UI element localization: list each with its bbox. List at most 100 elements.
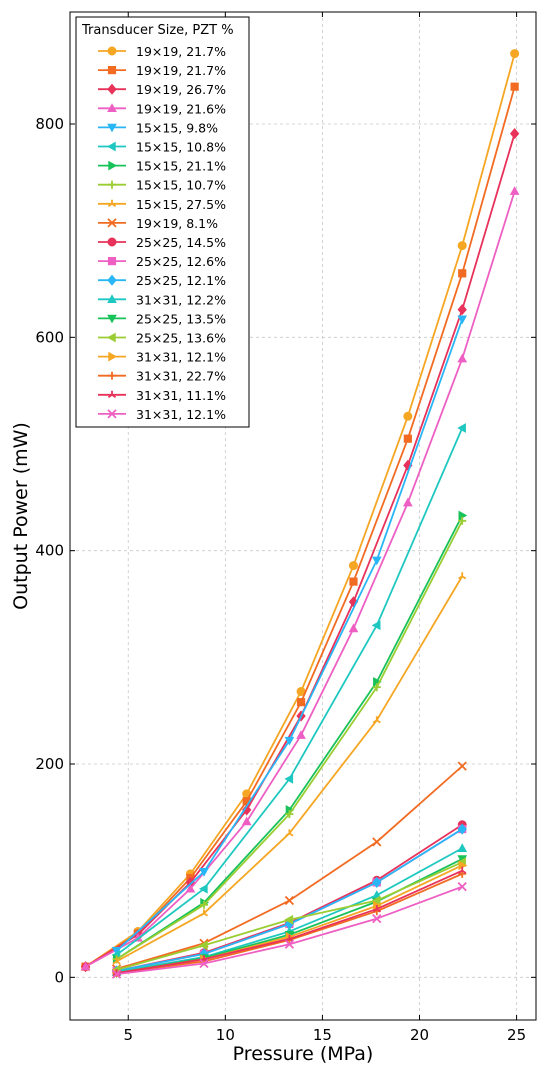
y-tick-label: 800: [35, 115, 64, 133]
x-tick-label: 10: [216, 1026, 235, 1044]
y-tick-label: 400: [35, 542, 64, 560]
data-point: [457, 843, 468, 852]
legend-label: 19×19, 26.7%: [136, 82, 226, 97]
legend-swatch-marker: [107, 409, 117, 419]
legend-swatch-marker: [107, 257, 117, 266]
legend-item: 31×31, 11.1%: [98, 388, 226, 403]
series-9: [112, 572, 467, 965]
data-point: [348, 623, 359, 633]
legend-item: 19×19, 26.7%: [98, 82, 226, 97]
data-point: [80, 961, 91, 971]
data-point: [457, 823, 467, 835]
data-point: [509, 128, 520, 140]
data-point: [111, 969, 122, 979]
x-tick-label: 15: [313, 1026, 332, 1044]
data-point: [371, 895, 381, 906]
data-point: [371, 556, 382, 566]
data-point: [372, 876, 382, 888]
x-tick-label: 5: [123, 1026, 133, 1044]
data-point: [458, 866, 467, 874]
y-tick-label: 200: [35, 755, 64, 773]
data-point: [284, 914, 294, 925]
legend-label: 25×25, 12.1%: [136, 273, 226, 288]
data-point: [284, 774, 294, 784]
legend-label: 15×15, 10.7%: [136, 178, 226, 193]
data-point: [372, 716, 381, 724]
legend-swatch-marker: [107, 46, 117, 56]
legend-item: 19×19, 8.1%: [98, 216, 218, 231]
legend-item: 31×31, 12.2%: [98, 292, 226, 307]
legend-title: Transducer Size, PZT %: [81, 23, 234, 38]
legend-item: 25×25, 12.6%: [98, 254, 226, 269]
data-point: [199, 868, 209, 877]
legend-label: 31×31, 11.1%: [136, 388, 226, 403]
legend-swatch-marker: [107, 66, 117, 75]
data-point: [198, 883, 208, 894]
legend-label: 15×15, 27.5%: [136, 197, 226, 212]
legend-label: 25×25, 14.5%: [136, 235, 226, 250]
legend-label: 19×19, 8.1%: [136, 216, 218, 231]
legend-label: 15×15, 10.8%: [136, 140, 226, 155]
data-point: [457, 304, 467, 316]
series-8: [112, 516, 467, 964]
data-point: [348, 561, 358, 571]
series-6: [111, 423, 466, 960]
axis-ticks: 5 10 15 20 25 0 200 400 600 800: [35, 12, 536, 1044]
legend-item: 25×25, 13.6%: [98, 331, 226, 346]
data-point: [458, 269, 467, 278]
x-tick-label: 25: [507, 1026, 526, 1044]
data-point: [199, 909, 209, 917]
legend-entries: 19×19, 21.7% 19×19, 21.7% 19×19, 26.7% 19×1…: [98, 44, 226, 422]
legend-label: 31×31, 12.1%: [136, 407, 226, 422]
data-point: [457, 882, 467, 892]
legend-item: 25×25, 13.5%: [98, 311, 226, 326]
series-15: [111, 855, 468, 979]
legend-item: 19×19, 21.6%: [98, 101, 226, 116]
legend-swatch-marker: [107, 83, 117, 95]
legend-label: 19×19, 21.6%: [136, 101, 226, 116]
legend-swatch-marker: [107, 274, 117, 286]
x-axis-label: Pressure (MPa): [233, 1043, 374, 1065]
legend-label: 25×25, 13.5%: [136, 311, 226, 326]
data-point: [457, 423, 466, 433]
legend-label: 25×25, 13.6%: [136, 331, 226, 346]
legend-swatch-marker: [108, 180, 116, 189]
series-11: [112, 820, 467, 976]
legend-label: 15×15, 9.8%: [136, 120, 218, 135]
data-point: [403, 497, 413, 507]
legend-swatch-marker: [107, 294, 117, 303]
legend-item: 15×15, 10.8%: [98, 140, 226, 155]
legend-item: 31×31, 12.1%: [98, 407, 226, 422]
data-point: [457, 315, 468, 325]
legend-swatch-marker: [106, 141, 116, 152]
data-point: [112, 957, 121, 965]
legend-label: 15×15, 21.1%: [136, 159, 226, 174]
legend-item: 19×19, 21.7%: [98, 44, 226, 59]
data-point: [199, 900, 208, 909]
legend-label: 25×25, 12.6%: [136, 254, 226, 269]
series-20: [111, 882, 467, 979]
legend-swatch-marker: [108, 371, 116, 380]
legend-item: 15×15, 21.1%: [98, 159, 226, 174]
legend-item: 15×15, 27.5%: [98, 197, 226, 212]
data-point: [372, 837, 382, 847]
data-point: [284, 939, 295, 949]
data-point: [372, 905, 381, 913]
series-16: [111, 857, 466, 975]
data-point: [458, 516, 467, 525]
data-point: [510, 49, 520, 59]
series-4: [80, 186, 520, 971]
legend-swatch-marker: [107, 314, 117, 324]
legend-swatch-marker: [108, 351, 118, 362]
legend-item: 31×31, 12.1%: [98, 350, 226, 365]
data-point: [372, 683, 381, 692]
legend-label: 31×31, 12.2%: [136, 292, 226, 307]
legend-swatch-marker: [106, 332, 116, 343]
legend-swatch-marker: [108, 160, 118, 171]
y-axis-label: Output Power (mW): [10, 422, 32, 610]
legend-swatch-marker: [107, 218, 117, 228]
data-point: [285, 829, 294, 837]
data-point: [458, 572, 467, 580]
legend-swatch-marker: [107, 123, 117, 133]
